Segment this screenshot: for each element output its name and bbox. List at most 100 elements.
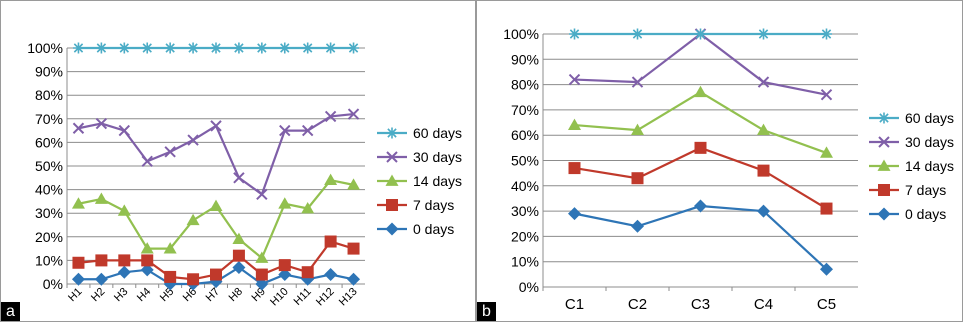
chart-b-legend-label: 14 days [905,158,954,174]
panel-label-a: a [1,302,20,321]
chart-a-legend-item-14-days: 14 days [377,173,462,189]
chart-a-legend-marker [386,199,398,211]
chart-b-series-0-days [568,199,833,276]
chart-b-line-0-days [574,204,828,271]
chart-a-xtick-label: H11 [292,286,314,308]
chart-a-point-0-days [255,277,269,291]
chart-a-point-30-days [301,124,314,137]
chart-b-ytick-label: 70% [511,102,539,118]
chart-b-point-7-days [631,172,644,185]
chart-a-ytick-label: 100% [27,40,63,56]
chart-b-legend-item-30-days: 30 days [869,134,954,150]
chart-a-ytick-label: 60% [35,134,63,150]
chart-a-xtick-label: H5 [158,286,176,304]
chart-a-legend-item-7-days: 7 days [377,197,454,213]
chart-a-point-30-days [210,120,222,132]
chart-b-xtick-label: C1 [565,296,584,313]
chart-b-legend-marker [877,207,891,221]
chart-a-point-14-days [186,213,200,226]
chart-b-legend-label: 7 days [905,182,946,198]
chart-b-xtick-label: C3 [691,296,710,313]
chart-a-point-30-days [95,117,108,130]
chart-a-series-7-days [72,235,360,286]
chart-a-point-0-days [278,268,292,282]
chart-a-point-60-days [187,42,199,54]
chart-b-point-14-days [568,118,581,130]
chart-a-point-0-days [94,272,108,286]
chart-b-xtick-label: C2 [628,296,647,313]
chart-a-point-14-days [278,197,292,209]
chart-a-point-60-days [118,42,130,54]
chart-b-point-0-days [820,262,833,276]
chart-b-legend-item-7-days: 7 days [869,182,946,198]
chart-a-point-7-days [164,270,177,283]
chart-a-point-60-days [279,42,291,54]
chart-a-xtick-label: H1 [66,286,84,304]
chart-a-point-14-days [140,242,154,254]
chart-a-point-30-days [233,172,245,184]
chart-a-point-30-days [279,124,291,137]
chart-panel-b: 0% 10% 20% 30% 40% 50% 60% 70% 80% 90% 100% C1 C2 C3 C… [476,0,963,322]
chart-a-point-60-days [325,42,337,54]
chart-a-point-7-days [118,254,131,267]
chart-b-series-60-days [569,28,832,40]
chart-a-point-30-days [347,108,360,120]
chart-b-point-0-days [694,199,707,213]
chart-a-point-30-days [164,146,176,158]
chart-b-legend-label: 60 days [905,110,954,126]
chart-b-legend-marker [877,159,891,171]
chart-a-xtick-label: H13 [337,286,360,309]
chart-b-point-30-days [568,73,581,86]
chart-b-legend-label: 30 days [905,134,954,150]
chart-a-point-14-days [232,232,246,245]
chart-b-point-0-days [631,219,644,233]
chart-a-legend-item-30-days: 30 days [377,149,462,165]
chart-a-legend-item-0-days: 0 days [377,221,454,237]
chart-a-point-60-days [348,42,360,54]
chart-a-xtick-label: H12 [314,286,337,309]
chart-b-point-14-days [820,146,833,158]
chart-a-point-7-days [95,254,108,267]
chart-b-point-7-days [568,162,581,175]
chart-a-legend-marker [386,151,398,163]
chart-b-ytick-label: 80% [511,77,539,93]
chart-a-point-7-days [278,259,291,272]
chart-a-point-7-days [232,249,245,262]
chart-a-line-14-days [78,178,354,260]
chart-b-legend-marker [878,112,890,124]
chart-a-xtick-label: H3 [112,286,130,304]
chart-a-point-30-days [72,122,85,134]
chart-b-point-14-days [694,85,707,98]
chart-a-point-0-days [117,265,131,279]
chart-a-point-14-days [255,251,269,263]
chart-a-point-7-days [255,268,268,281]
chart-a-point-60-days [164,42,176,54]
chart-b-ytick-label: 50% [511,153,539,169]
chart-a-legend-marker [386,127,398,139]
chart-a-xtick-label: H2 [89,286,107,304]
chart-b-legend-label: 0 days [905,206,946,222]
chart-a-point-7-days [301,266,314,279]
chart-a-point-30-days [324,110,337,123]
chart-a-legend-item-60-days: 60 days [377,125,462,141]
chart-a-legend-label: 60 days [413,125,462,141]
chart-a-point-60-days [141,42,153,54]
chart-a-point-60-days [210,42,222,54]
chart-a-series-60-days [72,42,360,54]
chart-b-legend-item-60-days: 60 days [869,110,954,126]
chart-a-ytick-label: 20% [35,229,63,245]
chart-b-point-60-days [695,28,706,40]
chart-a-point-7-days [324,235,337,248]
chart-a-point-0-days [71,272,85,286]
chart-b-point-60-days [569,28,580,40]
chart-a-point-14-days [301,201,315,214]
chart-a-point-14-days [324,173,338,186]
chart-a-point-60-days [95,42,107,54]
chart-b-series-14-days [568,85,833,158]
chart-b-line-30-days [574,32,827,96]
chart-a-xtick-label: H4 [135,286,153,304]
chart-a-point-14-days [163,242,177,254]
chart-a-point-0-days [347,272,361,286]
chart-b-point-60-days [821,28,832,40]
chart-a-legend-label: 30 days [413,149,462,165]
